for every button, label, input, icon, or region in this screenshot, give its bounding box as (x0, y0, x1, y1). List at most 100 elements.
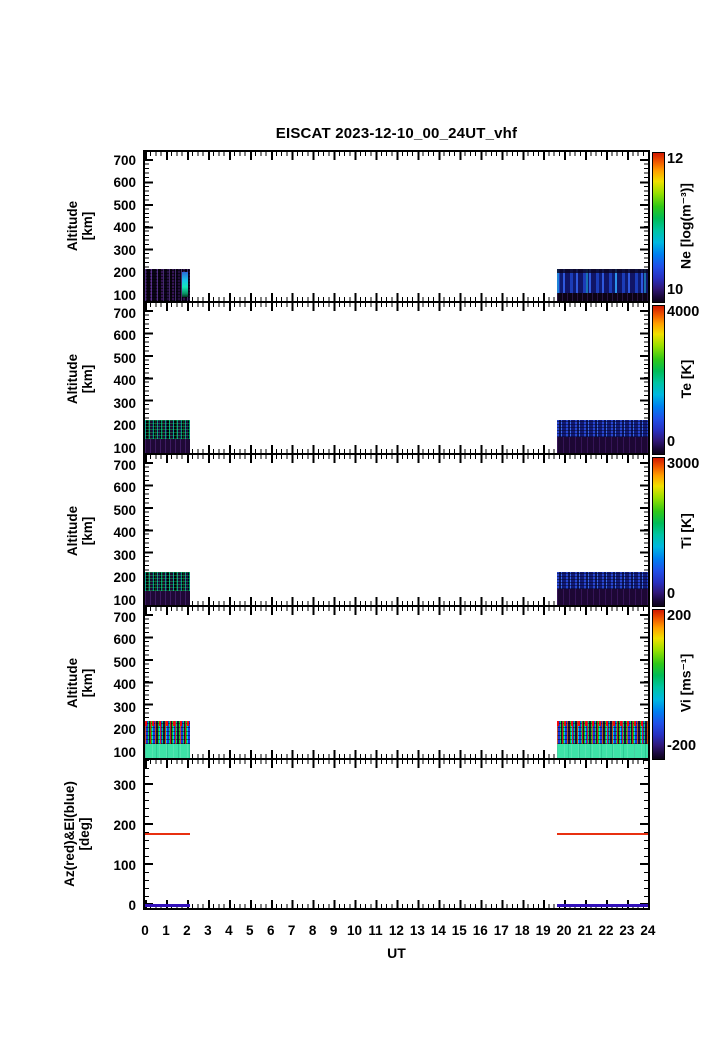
te-colorbar-min: 0 (667, 434, 676, 450)
ut-tick-label-text: 16 (472, 923, 488, 938)
panel-ne (143, 150, 650, 303)
x-ticks-top (145, 455, 648, 463)
y-axis-label-line2: [km] (80, 364, 95, 394)
ne-dark-bottom-band (557, 293, 648, 301)
ut-tick-label-text: 11 (368, 923, 383, 938)
altitude-tick-label-text: 500 (113, 502, 136, 518)
ti-y-axis-label: Altitude [km] (65, 506, 95, 556)
panel-te (143, 301, 650, 455)
ut-tick-label-text: 2 (183, 923, 191, 938)
y-axis-label-line2: [deg] (77, 817, 92, 851)
te-heatmap-early (145, 420, 190, 453)
degree-tick-label-text: 100 (113, 857, 136, 873)
vi-noise-band (557, 721, 648, 744)
ut-tick-label-text: 23 (619, 923, 635, 938)
y-axis-label-line1: Altitude (65, 353, 80, 405)
altitude-tick-label-text: 200 (113, 722, 136, 737)
te-y-axis-label: Altitude [km] (65, 354, 95, 404)
ne-dark-top-band (557, 269, 648, 273)
vi-colorbar-max: 200 (667, 608, 692, 624)
te-colorbar-max: 4000 (667, 304, 700, 320)
y-axis-label-line1: Altitude (65, 200, 80, 252)
altitude-tick-label-text: 200 (113, 418, 136, 433)
y-axis-label-line1: Az(red)&El(blue) (62, 781, 77, 887)
ne-y-axis-label: Altitude [km] (65, 201, 95, 251)
y-axis-label-line2: [km] (80, 211, 95, 241)
vi-teal-band (557, 744, 648, 758)
x-ticks-top (145, 760, 648, 768)
panel-vi (143, 605, 650, 760)
te-blue-band (557, 420, 648, 437)
altitude-tick-label-text: 500 (113, 350, 136, 366)
plot-title: EISCAT 2023-12-10_00_24UT_vhf (275, 125, 518, 142)
azimuth-line-early (145, 833, 190, 835)
ti-colorbar-max: 3000 (667, 456, 700, 472)
altitude-tick-label-text: 300 (113, 547, 136, 563)
ne-y-tick-labels: 700 600 500 400 300 200 100 (88, 153, 136, 303)
vi-colorbar-min: -200 (667, 738, 697, 754)
ut-tick-label-text: 15 (451, 923, 467, 938)
vi-colorbar-label: Vi [ms⁻¹] (677, 653, 694, 713)
panel-ti (143, 453, 650, 607)
ut-tick-label-text: 7 (287, 923, 296, 938)
y-axis-label-line1: Altitude (65, 657, 80, 709)
altitude-tick-label-text: 400 (113, 677, 136, 692)
te-speckle-band (145, 420, 190, 439)
ne-colorbar-label: Ne [log(m⁻³)] (677, 183, 694, 269)
te-dark-band (557, 437, 648, 453)
ut-tick-label-text: 6 (266, 923, 275, 938)
altitude-tick-label-text: 100 (113, 440, 136, 456)
vi-heatmap-early (145, 721, 190, 758)
azel-y-tick-labels: 300 200 100 0 (88, 778, 136, 913)
azel-y-axis-label: Az(red)&El(blue) [deg] (62, 781, 92, 887)
ut-tick-label-text: 10 (347, 923, 363, 938)
ut-tick-label-text: 13 (409, 923, 425, 938)
ne-heatmap-early (145, 269, 190, 301)
te-dark-band (145, 439, 190, 453)
ti-y-tick-labels: 700 600 500 400 300 200 100 (88, 458, 136, 608)
ut-tick-label-text: 4 (225, 923, 233, 938)
ne-cyan-column (182, 272, 188, 297)
altitude-tick-label-text: 600 (113, 328, 136, 343)
te-colorbar (652, 305, 665, 455)
vi-teal-band (145, 744, 190, 758)
te-heatmap-late (557, 420, 648, 453)
altitude-tick-label-text: 700 (113, 457, 136, 473)
ne-colorbar-max: 12 (667, 151, 684, 167)
ne-colorbar-min: 10 (667, 282, 684, 298)
ut-tick-label-text: 21 (577, 923, 593, 938)
altitude-tick-label-text: 600 (113, 632, 136, 647)
ut-tick-label-text: 12 (388, 923, 404, 938)
ut-tick-label-text: 0 (141, 923, 149, 938)
altitude-tick-label-text: 500 (113, 197, 136, 213)
te-y-tick-labels: 700 600 500 400 300 200 100 (88, 306, 136, 456)
altitude-tick-label-text: 400 (113, 525, 136, 540)
ti-dark-band (557, 589, 648, 605)
ne-colorbar (652, 152, 665, 303)
altitude-tick-label-text: 100 (113, 287, 136, 303)
degree-tick-label-text: 0 (128, 897, 136, 913)
altitude-tick-label-text: 300 (113, 395, 136, 411)
altitude-tick-label-text: 500 (113, 654, 136, 670)
azimuth-line-late (557, 833, 648, 835)
ti-heatmap-late (557, 572, 648, 605)
ut-tick-labels: 0 1 2 3 4 5 6 7 8 9 10 11 12 13 14 15 16 17 18 19 20 21 22 23 24 (141, 923, 655, 938)
altitude-tick-label-text: 700 (113, 609, 136, 625)
altitude-tick-label-text: 100 (113, 744, 136, 760)
y-axis-label-line1: Altitude (65, 505, 80, 557)
ne-heatmap-late (557, 269, 648, 301)
x-ticks-top (145, 607, 648, 615)
elevation-line-late (557, 904, 648, 907)
vi-y-axis-label: Altitude [km] (65, 658, 95, 708)
altitude-tick-label-text: 100 (113, 592, 136, 608)
ti-blue-band (557, 572, 648, 589)
ut-tick-label-text: 24 (640, 923, 656, 938)
altitude-tick-label-text: 300 (113, 242, 136, 258)
ti-colorbar (652, 457, 665, 607)
ti-speckle-band (145, 572, 190, 591)
ut-tick-label-text: 14 (430, 923, 446, 938)
elevation-line-early (145, 904, 190, 907)
degree-tick-label-text: 300 (113, 777, 136, 793)
altitude-tick-label-text: 400 (113, 220, 136, 235)
